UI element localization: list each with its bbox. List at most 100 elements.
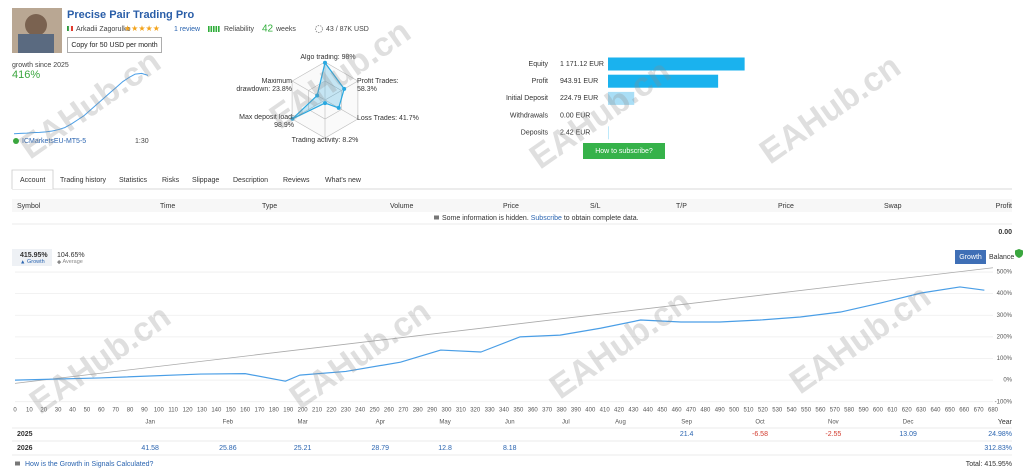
x-tick-label: 90 (141, 408, 148, 414)
bar-category: Withdrawals (510, 112, 549, 119)
broker[interactable]: ICMarketsEU-MT5-5 (22, 138, 86, 145)
month-label: Feb (223, 420, 234, 426)
bar-value-label: 943.91 EUR (560, 78, 598, 85)
notice-text: to obtain complete data. (564, 215, 639, 222)
weeks: weeks (275, 26, 296, 33)
bar-category: Equity (529, 61, 549, 68)
bar-value-label: 224.79 EUR (560, 95, 598, 102)
radar-point (323, 101, 327, 106)
year-label: 2026 (17, 445, 33, 452)
tab[interactable]: Account (20, 177, 45, 184)
radar-label-box: Algo trading: 98% (300, 54, 356, 61)
tab[interactable]: Slippage (192, 177, 219, 184)
signal-title[interactable]: Precise Pair Trading Pro (67, 9, 194, 21)
x-tick-label: 200 (298, 408, 309, 414)
copy-button-label[interactable]: Copy for 50 USD per month (71, 42, 157, 49)
month-label: Dec (903, 420, 914, 426)
x-tick-label: 230 (341, 408, 352, 414)
x-tick-label: 30 (55, 408, 62, 414)
footer-total: Total: 415.95% (966, 461, 1012, 468)
mini-chart (13, 72, 149, 135)
average-stat: 104.65% (57, 252, 85, 259)
x-tick-label: 60 (98, 408, 105, 414)
month-return: 25.86 (219, 445, 237, 452)
radar-label: Profit Trades: 58.3% (357, 78, 399, 93)
radar-label: Trading activity: 8.2% (291, 137, 359, 144)
x-tick-label: 660 (959, 408, 970, 414)
balance-button[interactable]: Balance (989, 254, 1014, 261)
x-tick-label: 410 (600, 408, 611, 414)
legend-label: Average (62, 259, 82, 265)
month-return: 8.18 (503, 445, 517, 452)
radar-label: Algo trading: 98% (300, 54, 356, 61)
x-tick-label: 360 (528, 408, 539, 414)
growth-button-label[interactable]: Growth (959, 254, 982, 261)
reviews-link[interactable]: 1 review (174, 26, 201, 33)
month-label: Apr (376, 420, 385, 426)
x-tick-label: 670 (974, 408, 985, 414)
month-label: Jun (505, 420, 515, 426)
x-tick-label: 150 (226, 408, 237, 414)
notice-link[interactable]: Subscribe (531, 215, 562, 222)
watermark: EAHub.cn (283, 292, 438, 416)
x-tick-label: 160 (240, 408, 251, 414)
legend-entry: ▲ Growth (20, 259, 45, 265)
column-header: Type (262, 203, 277, 210)
tab[interactable]: Description (233, 177, 268, 184)
x-tick-label: 330 (485, 408, 496, 414)
tab[interactable]: Risks (162, 177, 180, 184)
tab[interactable]: What's new (325, 177, 362, 184)
table-header (12, 199, 1012, 212)
growth-legend-box[interactable] (12, 249, 52, 266)
subscribe-button[interactable] (583, 143, 665, 159)
month-label: May (439, 420, 450, 426)
column-header: Time (160, 203, 175, 210)
x-tick-label: 500 (729, 408, 740, 414)
active-tab[interactable] (11, 169, 54, 189)
x-tick-label: 170 (254, 408, 265, 414)
bar-category: Deposits (521, 130, 549, 137)
radar-label: Max deposit load: 98.9% (239, 114, 294, 129)
x-tick-label: 510 (743, 408, 754, 414)
x-tick-label: 40 (69, 408, 76, 414)
radar-label-box: Max deposit load: 98.9% (239, 114, 294, 129)
tab[interactable]: Trading history (60, 177, 107, 184)
footer-link[interactable]: How is the Growth in Signals Calculated? (25, 461, 154, 468)
copy-button[interactable] (67, 37, 162, 53)
mini-growth-line (13, 72, 149, 135)
radar-point (290, 116, 295, 121)
x-tick-label: 380 (557, 408, 568, 414)
x-tick-label: 50 (84, 408, 91, 414)
column-header: Symbol (17, 203, 41, 210)
column-header: Profit (996, 203, 1012, 210)
month-return: 25.21 (294, 445, 312, 452)
x-tick-label: 310 (456, 408, 467, 414)
x-tick-label: 570 (830, 408, 841, 414)
year-table: 2025 21.4 -6.58 -2.55 13.09 24.98% 2026 41.58 25… (17, 431, 1012, 452)
growth-label: growth since 2025 (12, 62, 69, 69)
x-tick-label: 270 (398, 408, 409, 414)
author[interactable]: Arkadii Zagorulko (76, 26, 131, 33)
radar-label: Loss Trades: 41.7% (357, 115, 419, 122)
column-header: T/P (676, 203, 687, 210)
x-tick-label: 0 (13, 408, 17, 414)
tab[interactable]: Statistics (119, 177, 148, 184)
x-tick-label: 540 (787, 408, 798, 414)
verified-icon (13, 138, 19, 144)
y-tick-label: 0% (1003, 378, 1012, 384)
y-tick-label: -100% (995, 399, 1013, 405)
radar-point (342, 86, 347, 91)
subscribe-button-label[interactable]: How to subscribe? (595, 148, 653, 155)
month-return: 13.09 (899, 431, 917, 438)
x-tick-label: 440 (643, 408, 654, 414)
growth-line (14, 286, 985, 382)
x-tick-label: 100 (154, 408, 165, 414)
radar-point (323, 60, 327, 65)
x-tick-label: 610 (887, 408, 898, 414)
x-tick-label: 20 (40, 408, 47, 414)
x-tick-label: 400 (585, 408, 596, 414)
y-tick-label: 100% (997, 356, 1013, 362)
growth-button[interactable] (955, 250, 986, 264)
year-header: Year (998, 419, 1013, 426)
tab[interactable]: Reviews (283, 177, 310, 184)
